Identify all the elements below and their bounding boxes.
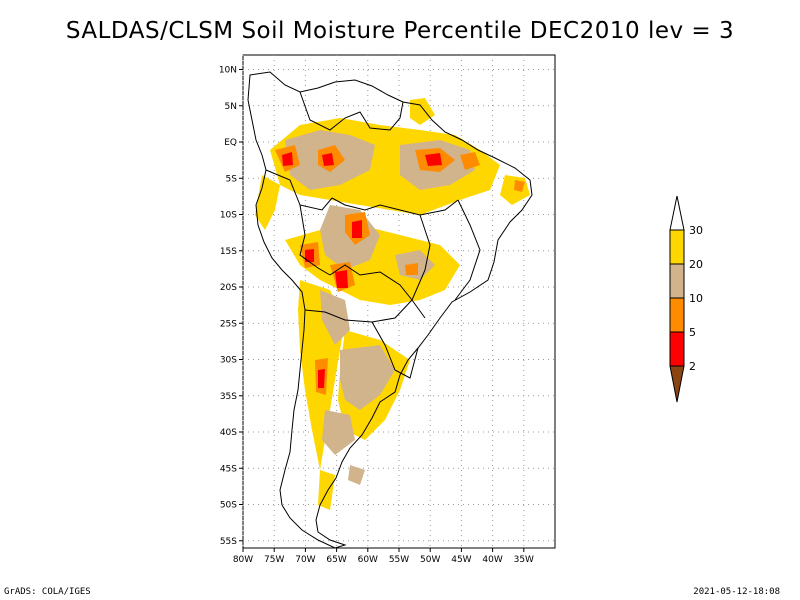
lon-label: 70W [295,555,315,565]
lat-label: 20S [220,283,237,293]
lat-label: 25S [220,319,237,329]
country-borders [247,71,533,549]
lat-label: 5S [226,174,238,184]
percentile-shading [255,98,530,510]
lat-label: 40S [220,428,237,438]
lon-label: 80W [233,555,253,565]
legend-colorbar: 30 20 10 5 2 [669,195,703,403]
lon-axis-labels: 80W 75W 70W 65W 60W 55W 50W 45W 40W 35W [233,548,534,565]
lon-label: 35W [514,555,534,565]
lon-label: 75W [264,555,284,565]
legend-label: 2 [689,360,696,373]
gridlines [242,55,555,548]
lon-label: 65W [326,555,346,565]
lon-label: 45W [451,555,471,565]
lat-label: 15S [220,247,237,257]
lon-label: 50W [420,555,440,565]
map-title: SALDAS/CLSM Soil Moisture Percentile DEC… [65,18,735,44]
lat-label: 35S [220,392,237,402]
lat-label: 10N [219,66,237,76]
footer-credit: GrADS: COLA/IGES [4,587,91,597]
legend-top-arrow [669,195,685,231]
shading-5 [282,152,442,388]
legend-label: 20 [689,258,703,271]
legend-swatch [669,331,685,367]
lat-axis-labels: 10N 5N EQ 5S 10S 15S 20S 25S 30S 35S 40S 45S 50S 55S [219,66,243,547]
lon-label: 60W [358,555,378,565]
lon-label: 55W [389,555,409,565]
lat-label: 45S [220,464,237,474]
legend-label: 30 [689,224,703,237]
legend-bottom-arrow [669,365,685,403]
lat-label: EQ [224,138,237,148]
lat-label: 50S [220,501,237,511]
legend-swatch [669,263,685,299]
legend-swatch [669,229,685,265]
lat-label: 10S [220,211,237,221]
legend-label: 10 [689,292,703,305]
lat-label: 55S [220,537,237,547]
lat-label: 5N [225,102,237,112]
lon-label: 40W [482,555,502,565]
legend-label: 5 [689,326,696,339]
footer-timestamp: 2021-05-12-18:08 [693,587,780,597]
legend-swatch [669,297,685,333]
lat-label: 30S [220,356,237,366]
